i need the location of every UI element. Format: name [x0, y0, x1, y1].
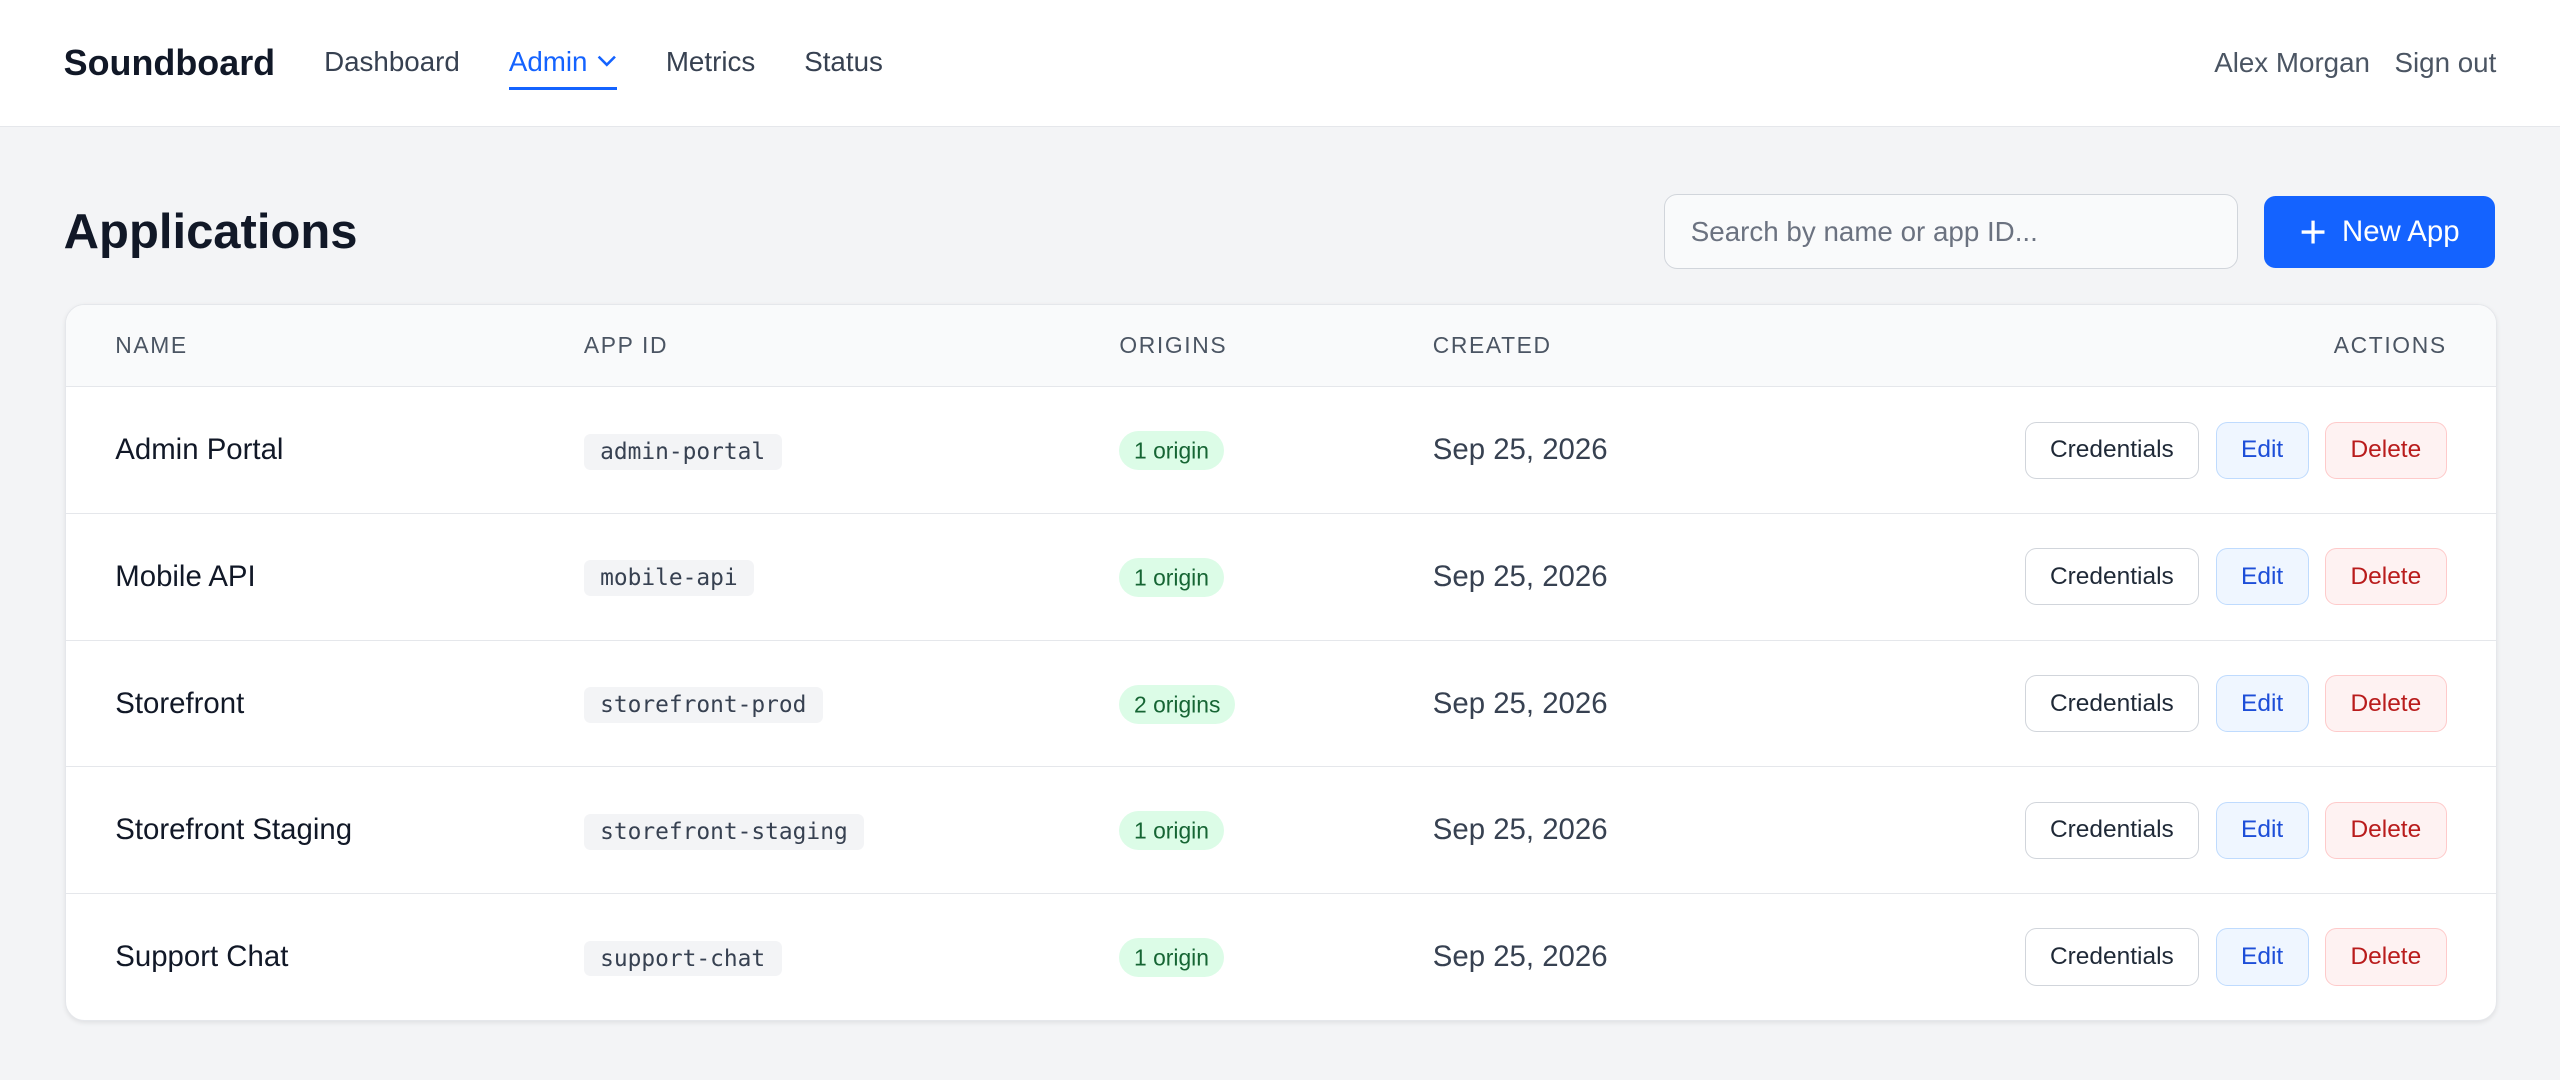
credentials-button[interactable]: Credentials — [2024, 801, 2200, 859]
cell: Admin Portal — [115, 433, 584, 467]
nav-right: Alex Morgan Sign out — [2214, 47, 2496, 79]
table-header: NAME APP ID ORIGINS CREATED ACTIONS — [66, 304, 2496, 387]
app-id: storefront-staging — [583, 813, 865, 850]
new-app-button[interactable]: New App — [2264, 195, 2495, 268]
nav-link-text: Admin — [508, 45, 588, 77]
page-header: Applications Search by name or app ID...… — [63, 194, 2495, 270]
delete-button[interactable]: Delete — [2325, 801, 2447, 859]
credentials-button[interactable]: Credentials — [2024, 421, 2200, 479]
column-header: ORIGINS — [1119, 331, 1228, 358]
chevron — [597, 55, 617, 67]
delete-button[interactable]: Delete — [2325, 674, 2447, 733]
button-label: New App — [2342, 214, 2460, 248]
edit-button[interactable]: Edit — [2215, 801, 2309, 859]
cell: storefront-prod — [583, 687, 1120, 723]
plus-icon — [2301, 220, 2325, 244]
cell: 2 origins — [1119, 684, 1432, 724]
credentials-button[interactable]: Credentials — [2024, 674, 2200, 733]
actions: Credentials Edit Delete — [2024, 548, 2447, 606]
cell: Sep 25, 2026 — [1433, 687, 2025, 721]
cell: mobile-api — [583, 560, 1120, 597]
cell: 1 origin — [1119, 431, 1432, 471]
column-header: NAME — [115, 331, 188, 358]
cell: support-chat — [583, 940, 1120, 977]
cell: admin-portal — [583, 433, 1120, 470]
actions: Credentials Edit Delete — [2024, 801, 2447, 859]
delete-button[interactable]: Delete — [2325, 928, 2447, 986]
origins-badge: 1 origin — [1119, 431, 1224, 471]
column-header: APP ID — [583, 331, 669, 358]
apps-table: NAME APP ID ORIGINS CREATED ACTIONS Admi… — [65, 303, 2497, 1021]
origins-badge: 2 origins — [1119, 684, 1236, 724]
page-title: Applications — [63, 204, 358, 259]
app-name: Support Chat — [115, 939, 289, 973]
edit-button[interactable]: Edit — [2215, 928, 2309, 986]
created-date: Sep 25, 2026 — [1432, 559, 1608, 593]
origins-badge: 1 origin — [1119, 811, 1224, 851]
cell: Sep 25, 2026 — [1433, 940, 2025, 974]
created-date: Sep 25, 2026 — [1432, 686, 1608, 720]
origins-badge: 1 origin — [1119, 557, 1224, 597]
cell: 1 origin — [1119, 937, 1432, 977]
nav-link[interactable]: Metrics — [665, 45, 756, 77]
table-row: Storefront storefront-prod 2 origins Sep 25… — [66, 639, 2496, 767]
user-name: Alex Morgan — [2214, 47, 2370, 79]
edit-button[interactable]: Edit — [2215, 421, 2309, 479]
actions: Credentials Edit Delete — [2024, 928, 2447, 986]
column-header: CREATED — [1432, 331, 1552, 358]
delete-button[interactable]: Delete — [2325, 421, 2447, 479]
table-row: Storefront Staging storefront-staging 1 or… — [66, 766, 2496, 893]
app-id: admin-portal — [583, 433, 782, 470]
cell: Storefront Staging — [115, 813, 584, 847]
delete-button[interactable]: Delete — [2325, 548, 2447, 606]
created-date: Sep 25, 2026 — [1432, 939, 1608, 973]
table-row: Admin Portal admin-portal 1 origin Sep 25, … — [66, 386, 2496, 513]
nav-link[interactable]: Dashboard — [324, 45, 460, 77]
cell: 1 origin — [1119, 557, 1432, 597]
sign-out[interactable]: Sign out — [2394, 47, 2497, 79]
cell: Sep 25, 2026 — [1433, 433, 2025, 467]
app-id: mobile-api — [583, 560, 754, 597]
credentials-button[interactable]: Credentials — [2024, 928, 2200, 986]
app-id: storefront-prod — [583, 687, 823, 723]
origins-badge: 1 origin — [1119, 937, 1224, 977]
cell: Storefront — [115, 687, 584, 721]
edit-button[interactable]: Edit — [2215, 548, 2309, 606]
nav-link[interactable]: Admin — [508, 36, 617, 91]
created-date: Sep 25, 2026 — [1432, 433, 1608, 467]
table-row: Support Chat support-chat 1 origin Sep 25, … — [66, 893, 2496, 1020]
search-input[interactable]: Search by name or app ID... — [1663, 194, 2239, 270]
cell: Support Chat — [115, 940, 584, 974]
actions: Credentials Edit Delete — [2024, 674, 2447, 733]
cell: Mobile API — [115, 560, 584, 594]
cell: storefront-staging — [583, 813, 1120, 850]
nav-items: Dashboard Admin Metrics Status — [324, 36, 883, 91]
cell: Sep 25, 2026 — [1433, 560, 2025, 594]
nav-link[interactable]: Status — [804, 45, 883, 77]
app-name: Admin Portal — [115, 433, 284, 467]
column-header: ACTIONS — [2333, 331, 2447, 358]
actions: Credentials Edit Delete — [2024, 421, 2447, 479]
navbar: Soundboard Dashboard Admin Metrics Statu… — [0, 0, 2560, 128]
cell: 1 origin — [1119, 811, 1432, 851]
cell: Sep 25, 2026 — [1433, 813, 2025, 847]
created-date: Sep 25, 2026 — [1432, 813, 1608, 847]
app-name: Storefront Staging — [115, 813, 353, 847]
edit-button[interactable]: Edit — [2215, 674, 2309, 733]
app-name: Mobile API — [115, 559, 256, 593]
brand[interactable]: Soundboard — [63, 42, 276, 84]
app-id: support-chat — [583, 940, 782, 977]
app-name: Storefront — [115, 686, 245, 720]
table-row: Mobile API mobile-api 1 origin Sep 25, 2026… — [66, 513, 2496, 640]
credentials-button[interactable]: Credentials — [2024, 548, 2200, 606]
